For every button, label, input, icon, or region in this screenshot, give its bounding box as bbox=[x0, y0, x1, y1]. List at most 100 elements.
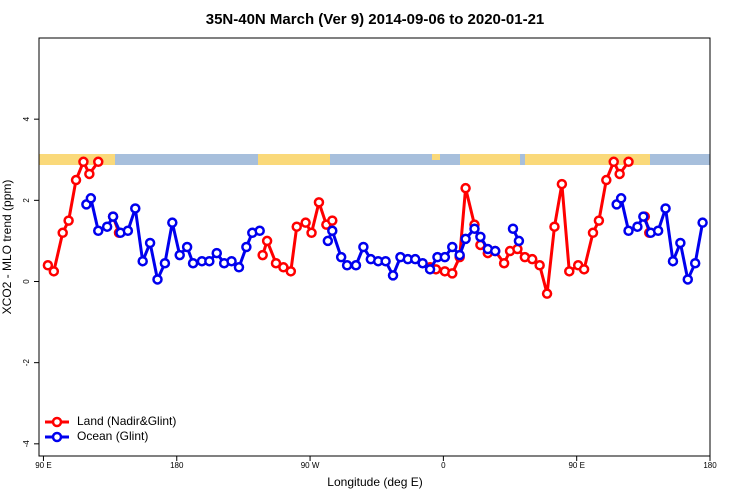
y-tick-label: 4 bbox=[22, 116, 31, 121]
ocean-strip bbox=[39, 154, 710, 165]
point bbox=[556, 178, 568, 190]
point bbox=[107, 211, 119, 222]
land-strip bbox=[258, 154, 330, 165]
land-strip bbox=[432, 154, 440, 160]
point bbox=[137, 255, 148, 267]
point bbox=[70, 174, 82, 186]
point bbox=[507, 223, 519, 234]
point bbox=[261, 235, 273, 247]
point bbox=[380, 255, 391, 267]
point bbox=[454, 249, 465, 261]
point bbox=[291, 221, 302, 232]
point bbox=[78, 156, 89, 168]
point bbox=[675, 237, 686, 249]
point bbox=[48, 266, 60, 277]
point bbox=[254, 225, 265, 237]
point bbox=[512, 243, 523, 255]
point bbox=[327, 215, 338, 226]
x-tick-label: 180 bbox=[170, 461, 184, 470]
point bbox=[489, 245, 501, 257]
point bbox=[608, 156, 619, 168]
land-strip bbox=[525, 154, 650, 165]
point bbox=[241, 241, 252, 253]
point bbox=[614, 168, 625, 180]
point bbox=[667, 255, 679, 267]
point bbox=[327, 225, 338, 237]
point bbox=[652, 225, 664, 237]
point bbox=[322, 235, 334, 247]
point bbox=[439, 251, 451, 263]
point bbox=[682, 274, 694, 285]
legend-marker bbox=[51, 416, 63, 428]
x-tick-label: 180 bbox=[703, 461, 717, 470]
point bbox=[424, 264, 436, 275]
point bbox=[615, 193, 627, 204]
x-tick-label: 90 E bbox=[35, 461, 51, 470]
point bbox=[660, 203, 671, 214]
point bbox=[144, 237, 156, 249]
point bbox=[689, 257, 701, 269]
point bbox=[226, 255, 237, 267]
point bbox=[460, 182, 471, 194]
y-tick-label: 2 bbox=[22, 198, 31, 203]
point bbox=[122, 225, 134, 237]
point bbox=[204, 255, 215, 267]
point bbox=[358, 241, 369, 253]
land-strip bbox=[460, 154, 520, 165]
point bbox=[92, 225, 104, 237]
land-strip bbox=[39, 154, 115, 165]
point bbox=[101, 221, 113, 232]
point bbox=[63, 215, 74, 226]
point bbox=[527, 253, 538, 265]
point bbox=[278, 262, 289, 273]
point bbox=[623, 156, 634, 168]
point bbox=[57, 227, 68, 239]
point bbox=[632, 221, 643, 232]
point bbox=[174, 249, 185, 261]
point bbox=[285, 266, 297, 277]
point bbox=[587, 227, 599, 239]
point bbox=[534, 260, 545, 271]
point bbox=[85, 193, 97, 204]
x-tick-label: 90 W bbox=[301, 461, 320, 470]
point bbox=[409, 253, 421, 265]
x-axis-label: Longitude (deg E) bbox=[327, 475, 422, 489]
chart-title: 35N-40N March (Ver 9) 2014-09-06 to 2020… bbox=[206, 11, 545, 28]
point bbox=[475, 231, 486, 243]
point bbox=[270, 257, 282, 269]
point bbox=[42, 260, 54, 271]
legend-marker bbox=[51, 431, 63, 443]
point bbox=[469, 223, 480, 234]
point bbox=[513, 235, 525, 247]
series-line bbox=[85, 194, 705, 285]
plot-frame bbox=[38, 37, 711, 457]
point bbox=[233, 262, 245, 273]
y-tick-label: -2 bbox=[22, 359, 31, 367]
point bbox=[578, 264, 590, 275]
point bbox=[417, 257, 428, 269]
point bbox=[84, 168, 95, 180]
point bbox=[447, 241, 458, 253]
legend-label: Ocean (Glint) bbox=[77, 429, 148, 443]
point bbox=[152, 274, 163, 285]
point bbox=[564, 266, 575, 277]
point bbox=[498, 257, 510, 269]
point bbox=[313, 197, 325, 208]
point bbox=[159, 257, 171, 269]
point bbox=[181, 241, 193, 253]
point bbox=[593, 215, 605, 226]
x-tick-label: 90 E bbox=[568, 461, 584, 470]
point bbox=[350, 260, 362, 271]
land-mask bbox=[39, 154, 710, 165]
point bbox=[300, 217, 311, 228]
point bbox=[257, 249, 268, 261]
point bbox=[638, 211, 649, 222]
point bbox=[549, 221, 560, 232]
point bbox=[130, 203, 141, 214]
point bbox=[211, 247, 222, 259]
point bbox=[460, 233, 471, 245]
point bbox=[697, 217, 708, 228]
point bbox=[306, 227, 317, 239]
y-tick-label: 0 bbox=[22, 279, 31, 284]
